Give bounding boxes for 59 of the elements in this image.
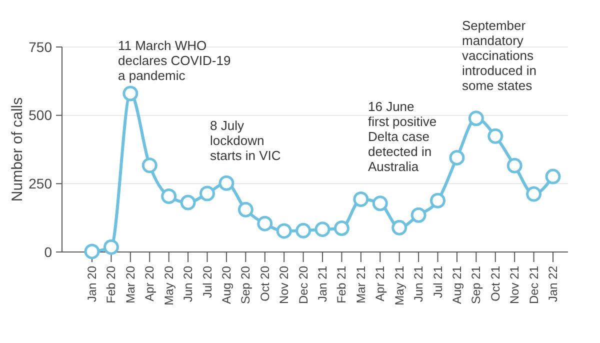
x-tick-label: Apr 20: [142, 266, 157, 302]
x-tick-label: May 20: [162, 266, 176, 306]
x-tick-label: Sep 20: [238, 266, 253, 304]
point: [218, 175, 234, 191]
point: [257, 216, 273, 232]
y-tick-label: 500: [28, 107, 52, 124]
x-tick-label: Mar 21: [354, 266, 368, 304]
y-tick-label: 0: [44, 244, 52, 260]
point: [334, 220, 350, 236]
x-tick-label: May 21: [392, 266, 406, 306]
x-tick-label: Dec 20: [296, 266, 310, 304]
x-tick-label: Jun 21: [412, 266, 426, 302]
annotation: 16 June first positive Delta case detected in Australia: [368, 99, 437, 174]
point: [238, 202, 254, 218]
point: [526, 186, 542, 202]
point: [468, 110, 484, 126]
y-tick-label: 250: [28, 176, 52, 192]
point: [314, 222, 330, 238]
x-tick-label: Jan 21: [316, 266, 330, 302]
point: [372, 196, 388, 212]
annotation: 11 March WHO declares COVID-19 a pandemic: [118, 38, 231, 83]
x-tick-label: Jul 20: [200, 266, 214, 298]
point: [545, 168, 561, 184]
x-tick-label: Nov 21: [508, 266, 522, 304]
point: [296, 222, 312, 238]
point: [449, 150, 465, 166]
x-tick-label: Feb 21: [334, 266, 349, 304]
x-tick-label: Nov 20: [277, 266, 292, 304]
point: [276, 223, 292, 239]
point: [103, 239, 119, 255]
annotation: September mandatory vaccinations introduced in some states: [462, 18, 536, 93]
x-tick-label: Jul 21: [430, 266, 445, 298]
x-tick-label: Aug 20: [219, 266, 234, 304]
point: [430, 192, 446, 208]
x-tick-label: Jan 22: [546, 266, 560, 302]
x-tick-label: Oct 20: [258, 266, 272, 302]
point: [122, 86, 138, 102]
point: [161, 188, 177, 204]
y-axis-title: Number of calls: [9, 97, 26, 202]
point: [180, 194, 196, 210]
x-tick-label: Jan 20: [85, 266, 99, 302]
annotation: 8 July lockdown starts in VIC: [210, 118, 281, 163]
point: [84, 244, 100, 260]
y-tick-label: 750: [28, 38, 52, 55]
point: [488, 128, 504, 144]
point: [200, 186, 215, 202]
x-tick-label: Dec 21: [526, 266, 541, 304]
point: [506, 158, 522, 174]
x-tick-label: Sep 21: [469, 266, 484, 304]
point: [142, 158, 158, 174]
x-tick-label: Mar 20: [123, 266, 138, 304]
x-tick-label: Apr 21: [373, 266, 388, 302]
point: [353, 191, 369, 207]
x-tick-label: Feb 20: [104, 266, 118, 304]
x-tick-label: Oct 21: [488, 266, 502, 302]
x-tick-label: Aug 21: [450, 266, 464, 304]
point: [392, 220, 408, 236]
point: [410, 207, 426, 223]
x-tick-label: Jun 20: [181, 266, 196, 302]
